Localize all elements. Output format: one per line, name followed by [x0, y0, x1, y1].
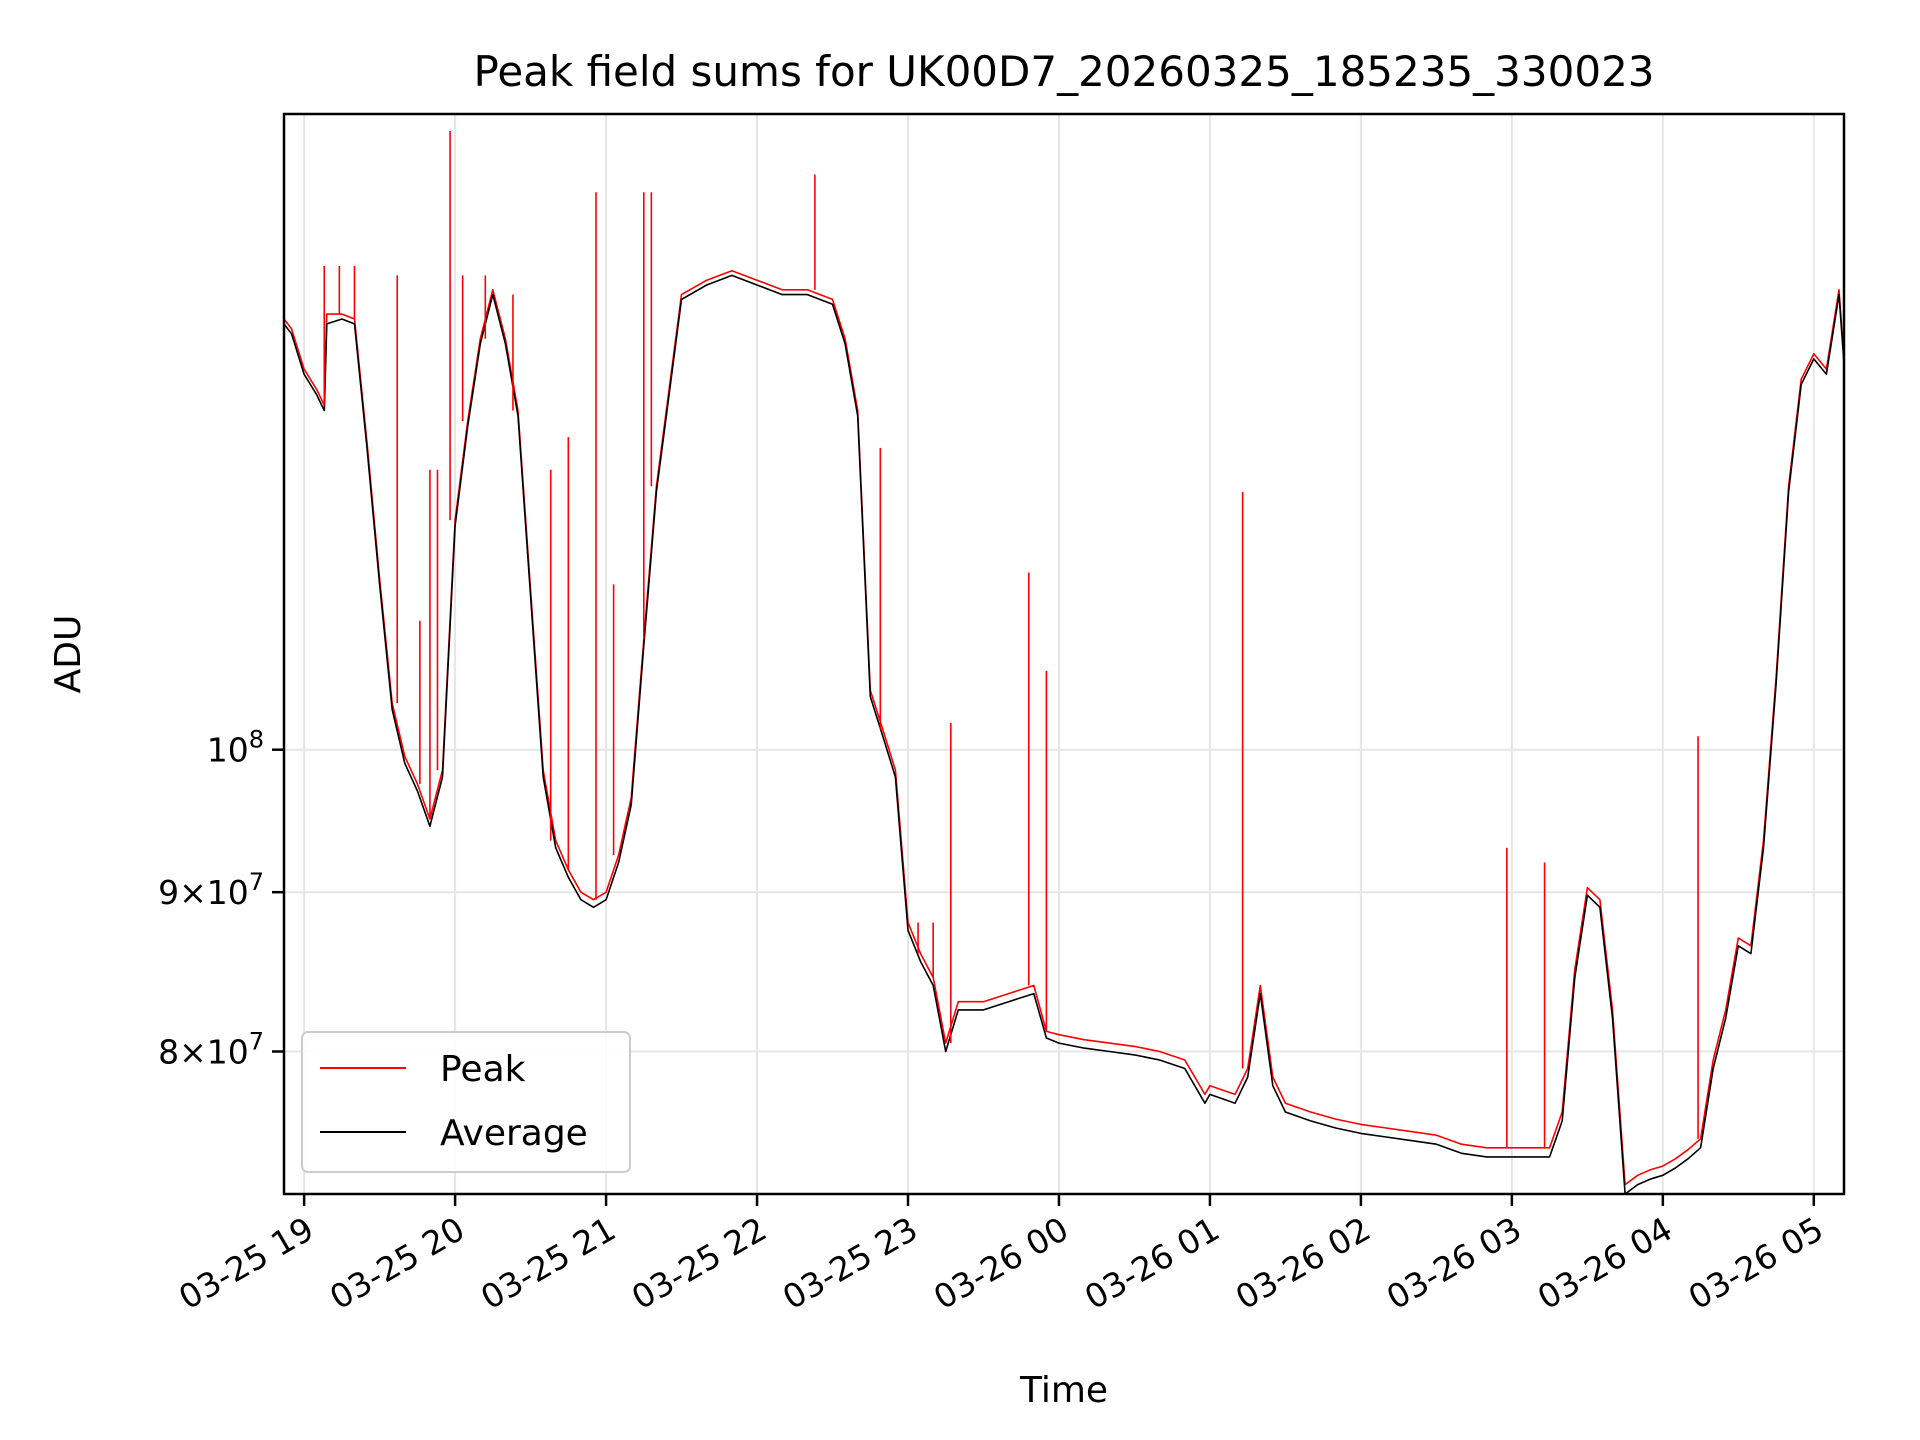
y-tick-label: 8×107 [158, 1027, 264, 1071]
legend: Peak Average [301, 1031, 631, 1173]
x-axis-label: Time [1019, 1370, 1108, 1411]
plot-frame [282, 112, 1846, 1196]
y-tick-label: 108 [207, 726, 264, 770]
legend-label-average: Average [440, 1113, 588, 1154]
series-average-line [284, 274, 1844, 1194]
grid-layer [284, 114, 1844, 1194]
y-tick-label: 9×107 [158, 868, 264, 912]
chart-title: Peak field sums for UK00D7_20260325_1852… [473, 47, 1654, 96]
y-axis-label: ADU [48, 615, 89, 694]
series-layer [284, 131, 1844, 1194]
y-axis: 8×107 9×107 108 [158, 726, 284, 1071]
legend-label-peak: Peak [440, 1049, 526, 1090]
